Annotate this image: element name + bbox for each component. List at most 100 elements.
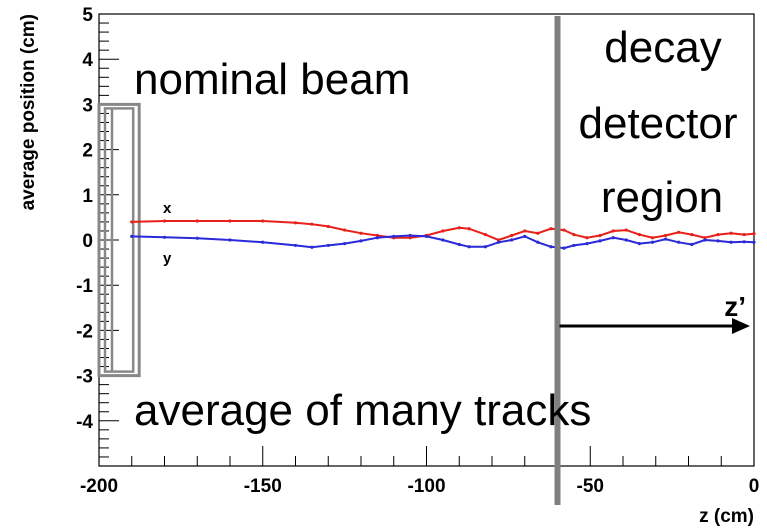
series-point-y <box>572 243 576 248</box>
series-point-x <box>195 219 199 223</box>
series-point-y <box>729 240 733 244</box>
annotation-decay: decay <box>604 23 721 72</box>
annotation-average-tracks: average of many tracks <box>134 386 591 435</box>
series-point-y <box>162 235 167 239</box>
series-point-x <box>467 227 471 231</box>
y-tick-label: 2 <box>82 141 93 162</box>
series-label-y: y <box>163 250 172 267</box>
series-point-x <box>536 231 540 235</box>
x-axis-title: z (cm) <box>699 506 754 527</box>
series-point-y <box>326 243 330 248</box>
series-point-x <box>483 232 488 237</box>
series-point-y <box>261 240 265 244</box>
series-point-y <box>392 234 396 238</box>
series-point-x <box>598 233 602 238</box>
series-point-x <box>130 220 134 224</box>
series-point-y <box>510 238 514 242</box>
series-point-y <box>457 242 461 247</box>
annotation-nominal-beam: nominal beam <box>134 55 410 104</box>
series-point-y <box>624 238 628 242</box>
series-point-y <box>293 243 298 248</box>
series-point-y <box>752 240 756 244</box>
series-point-x <box>408 236 412 240</box>
beam-box-outer <box>97 102 141 378</box>
series-point-y <box>562 246 566 250</box>
y-tick-label: -4 <box>76 412 93 433</box>
annotation-detector: detector <box>579 99 738 148</box>
series-point-y <box>441 238 445 242</box>
series-point-x <box>310 222 314 226</box>
series-point-x <box>690 232 694 237</box>
series-point-y <box>375 236 379 240</box>
series-point-x <box>359 231 363 235</box>
series-point-y <box>424 234 429 238</box>
y-tick-label: 3 <box>82 95 93 116</box>
series-point-x <box>716 232 720 237</box>
series-point-y <box>611 236 615 240</box>
series-point-x <box>742 232 746 237</box>
series-point-y <box>310 245 314 249</box>
series-point-y <box>677 240 681 244</box>
series-point-y <box>467 245 471 249</box>
x-tick-label: -200 <box>80 476 118 497</box>
series-point-y <box>637 242 641 246</box>
series-point-y <box>598 239 602 243</box>
series-point-y <box>228 238 232 242</box>
series-point-x <box>261 219 265 223</box>
series-point-y <box>496 240 501 244</box>
series-point-x <box>162 219 167 223</box>
series-point-y <box>359 239 363 243</box>
series-point-x <box>677 230 681 234</box>
series-point-y <box>742 240 746 244</box>
series-point-x <box>293 221 298 225</box>
series-point-y <box>195 236 199 240</box>
series-point-x <box>663 233 668 238</box>
y-tick-label: -2 <box>76 321 93 342</box>
series-point-y <box>408 233 412 238</box>
series-point-x <box>441 229 445 233</box>
y-tick-label: 0 <box>82 231 93 252</box>
series-point-x <box>549 227 553 231</box>
series-point-x <box>326 224 330 229</box>
y-tick-label: -1 <box>76 276 93 297</box>
series-line-y <box>131 234 755 250</box>
series-point-x <box>624 228 628 232</box>
x-tick-label: 0 <box>749 476 760 497</box>
series-point-x <box>752 232 756 236</box>
series-point-x <box>637 232 641 237</box>
y-tick-label: -3 <box>76 367 93 388</box>
series-point-x <box>375 233 379 238</box>
zprime-arrow-head <box>732 318 750 334</box>
series-point-x <box>729 231 733 235</box>
series-point-y <box>130 234 134 238</box>
series-point-y <box>690 242 694 247</box>
y-tick-label: 1 <box>82 186 93 207</box>
y-tick-label: 4 <box>82 50 93 71</box>
series-point-y <box>663 237 668 241</box>
series-label-x: x <box>163 200 172 217</box>
zprime-label: z’ <box>724 291 746 322</box>
series-point-x <box>703 236 707 240</box>
series-point-x <box>611 229 615 233</box>
series-point-y <box>716 239 720 243</box>
series-point-y <box>549 245 553 249</box>
x-tick-label: -50 <box>577 476 604 497</box>
series-point-y <box>523 234 527 238</box>
series-point-x <box>562 228 566 232</box>
series-point-x <box>523 229 527 233</box>
series-point-y <box>343 242 347 246</box>
series-point-x <box>496 238 501 242</box>
series-point-x <box>585 236 589 240</box>
x-tick-label: -100 <box>407 476 445 497</box>
y-tick-label: 5 <box>82 5 93 26</box>
series-point-y <box>483 245 488 249</box>
series-point-y <box>585 242 589 246</box>
series-point-y <box>536 240 540 244</box>
series-point-y <box>703 238 707 242</box>
y-axis-title: average position (cm) <box>18 14 39 210</box>
x-tick-label: -150 <box>244 476 282 497</box>
series-point-x <box>228 219 232 223</box>
series-point-y <box>650 240 655 244</box>
series-point-x <box>457 226 461 230</box>
